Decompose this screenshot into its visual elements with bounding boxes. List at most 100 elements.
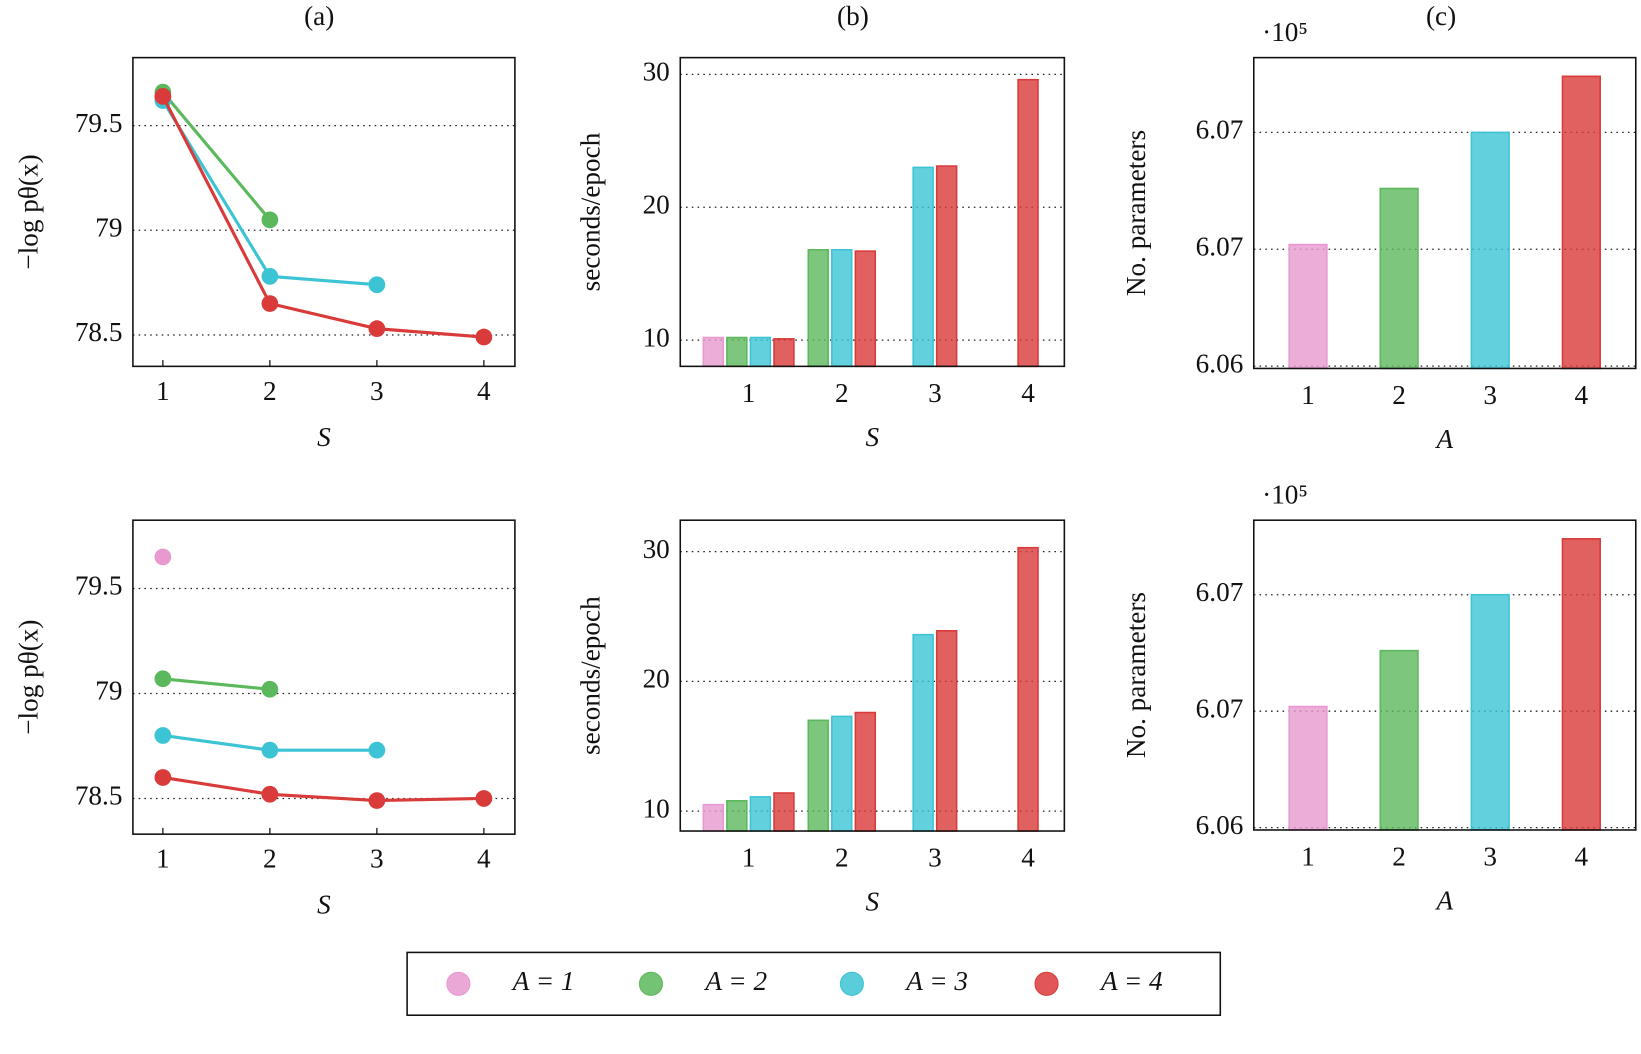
x-tick-label: 2	[263, 376, 277, 406]
legend-marker	[839, 971, 864, 996]
marker	[368, 320, 386, 338]
x-tick-label: 4	[1021, 378, 1035, 408]
y-axis-label: seconds/epoch	[576, 596, 606, 755]
marker	[475, 328, 493, 346]
bar	[773, 338, 795, 368]
x-axis-label: A	[1434, 885, 1453, 915]
marker	[261, 680, 279, 698]
y-tick-label: 79.5	[75, 108, 123, 138]
bar	[1288, 243, 1328, 370]
bar	[702, 336, 725, 368]
x-axis-label: S	[865, 887, 879, 917]
y-axis-label: No. parameters	[1121, 592, 1151, 758]
legend-label: A = 3	[904, 966, 968, 996]
axes-frame	[679, 56, 1066, 368]
bar	[1561, 75, 1601, 370]
bar	[807, 719, 829, 832]
y-axis-label: −log pθ(x)	[14, 620, 44, 735]
bar	[1017, 78, 1039, 368]
bar	[1561, 538, 1601, 831]
y-axis-label: −log pθ(x)	[14, 154, 44, 269]
legend-marker	[638, 971, 663, 996]
x-axis-label: A	[1434, 424, 1453, 454]
x-tick-label: 2	[1392, 842, 1406, 872]
y-tick-label: 30	[643, 534, 670, 564]
axes-frame	[1252, 56, 1637, 370]
x-tick-label: 2	[835, 843, 849, 873]
y-tick-label: 78.5	[75, 781, 123, 811]
bar	[1379, 649, 1419, 831]
bar	[1470, 593, 1510, 831]
bar	[749, 336, 772, 368]
y-tick-label: 6.07	[1196, 577, 1244, 607]
x-tick-label: 1	[742, 378, 756, 408]
legend-box	[406, 951, 1222, 1017]
x-tick-label: 2	[1392, 380, 1406, 410]
axes-frame	[132, 519, 516, 835]
x-axis-label: S	[865, 422, 879, 452]
marker	[368, 741, 386, 759]
bar	[1017, 546, 1039, 832]
axes-frame	[132, 56, 516, 368]
legend-label: A = 1	[511, 966, 575, 996]
x-tick-label: 4	[477, 376, 491, 406]
marker	[261, 741, 279, 759]
y-tick-label: 30	[643, 57, 670, 87]
bar	[807, 249, 829, 368]
x-tick-label: 1	[156, 376, 170, 406]
x-tick-label: 3	[1483, 842, 1497, 872]
y-multiplier: ·10⁵	[1262, 479, 1308, 509]
x-tick-label: 3	[1483, 380, 1497, 410]
bar	[1288, 705, 1328, 831]
y-tick-label: 6.06	[1196, 348, 1244, 378]
marker	[154, 769, 172, 786]
marker	[154, 727, 172, 744]
marker	[475, 790, 493, 807]
y-tick-label: 6.07	[1196, 693, 1244, 723]
panel-title: (b)	[837, 1, 869, 31]
y-multiplier: ·10⁵	[1262, 17, 1308, 47]
x-tick-label: 1	[1301, 380, 1315, 410]
line	[161, 91, 272, 221]
marker	[368, 276, 386, 294]
x-tick-label: 1	[742, 843, 756, 873]
bar	[935, 629, 958, 832]
x-tick-label: 2	[835, 378, 849, 408]
legend-label: A = 2	[703, 966, 767, 996]
x-tick-label: 1	[1301, 842, 1315, 872]
marker	[154, 548, 172, 566]
y-tick-label: 79	[95, 676, 122, 706]
bar	[831, 249, 853, 368]
axes-frame	[679, 519, 1066, 832]
y-tick-label: 10	[643, 793, 670, 823]
y-axis-label: seconds/epoch	[576, 132, 606, 291]
bar	[935, 165, 958, 368]
x-tick-label: 4	[1021, 843, 1035, 873]
bar	[831, 715, 853, 832]
marker	[154, 670, 172, 688]
y-tick-label: 78.5	[75, 317, 123, 347]
y-tick-label: 6.06	[1196, 810, 1244, 840]
bar	[749, 796, 772, 832]
marker	[261, 267, 279, 285]
y-tick-label: 79	[95, 213, 122, 243]
x-tick-label: 3	[370, 376, 384, 406]
x-axis-label: S	[317, 422, 331, 452]
line	[161, 95, 484, 339]
axes-frame	[1252, 519, 1637, 831]
line	[162, 677, 271, 691]
y-tick-label: 6.07	[1196, 232, 1244, 262]
y-tick-label: 20	[643, 664, 670, 694]
x-tick-label: 3	[928, 843, 942, 873]
bar	[854, 250, 877, 368]
bar	[726, 800, 748, 832]
y-axis-label: No. parameters	[1121, 130, 1151, 296]
x-tick-label: 4	[477, 844, 491, 874]
bar	[702, 803, 725, 832]
marker	[261, 211, 279, 229]
panel-title: (c)	[1426, 1, 1456, 31]
x-tick-label: 4	[1575, 842, 1589, 872]
marker	[261, 295, 279, 312]
y-tick-label: 20	[643, 190, 670, 220]
